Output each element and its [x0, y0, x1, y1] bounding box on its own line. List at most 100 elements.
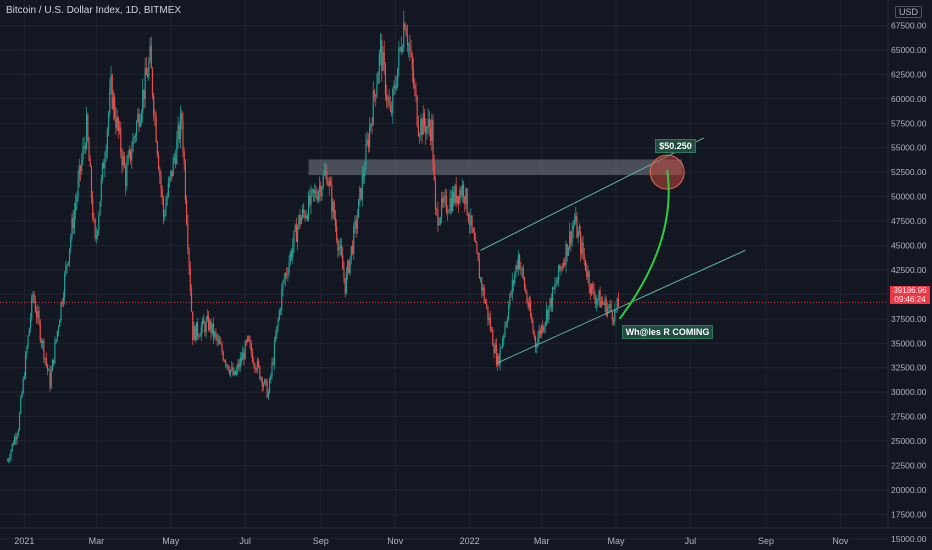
candle-body	[53, 359, 55, 364]
candle-body	[575, 215, 577, 221]
candle-body	[616, 298, 618, 310]
candle-body	[611, 310, 613, 320]
candle-body	[162, 197, 165, 217]
candle-body	[192, 311, 194, 340]
candle-body	[395, 86, 398, 89]
y-tick-label: 32500.00	[891, 363, 927, 373]
candle-body	[486, 303, 488, 307]
candle-body	[215, 331, 217, 336]
candle-body	[31, 296, 33, 318]
y-tick-label: 50000.00	[891, 192, 927, 202]
candle-body	[419, 134, 421, 136]
candle-body	[35, 311, 38, 318]
candle-body	[550, 298, 552, 308]
x-tick-label: Sep	[758, 536, 774, 546]
resistance-zone	[308, 159, 682, 176]
candle-body	[239, 357, 241, 368]
candle-body	[401, 48, 404, 52]
candle-body	[245, 341, 247, 343]
candle-body	[444, 195, 446, 198]
candle-body	[125, 166, 127, 187]
candle-body	[476, 243, 478, 253]
y-tick-label: 47500.00	[891, 216, 927, 226]
candle-body	[55, 339, 57, 343]
candle-body	[222, 352, 224, 361]
candle-body	[382, 52, 384, 71]
candle-body	[466, 188, 468, 215]
candle-body	[425, 126, 427, 135]
candle-body	[129, 149, 132, 161]
candle-body	[337, 240, 339, 251]
currency-label[interactable]: USD	[894, 6, 922, 18]
candle-body	[394, 84, 396, 89]
candle-body	[210, 320, 212, 334]
candle-body	[462, 184, 465, 197]
candle-body	[66, 264, 68, 266]
candle-body	[103, 163, 105, 169]
candle-body	[454, 185, 456, 203]
candle-body	[21, 392, 23, 398]
candle-body	[25, 354, 27, 378]
target-price-label[interactable]: $50.250	[655, 139, 696, 154]
candle-body	[111, 75, 113, 109]
candle-body	[193, 326, 195, 340]
candle-body	[146, 75, 149, 78]
candle-body	[530, 302, 532, 317]
candle-body	[456, 195, 459, 203]
candle-body	[428, 119, 430, 128]
candle-body	[206, 316, 208, 321]
candle-body	[44, 358, 46, 360]
candle-body	[183, 151, 185, 164]
candle-body	[544, 322, 546, 327]
candle-body	[70, 237, 72, 249]
projection-label[interactable]: Wh@les R COMING	[621, 324, 714, 339]
candle-body	[405, 28, 407, 36]
candle-body	[298, 215, 300, 227]
candle-body	[231, 367, 233, 370]
candle-body	[159, 169, 161, 176]
candle-body	[271, 362, 273, 376]
candle-body	[203, 319, 205, 324]
candle-body	[355, 220, 357, 229]
x-tick-label: May	[607, 536, 625, 546]
candle-body	[56, 330, 58, 340]
candle-body	[6, 460, 8, 462]
candle-body	[479, 278, 482, 279]
candle-body	[459, 190, 461, 204]
candle-body	[197, 322, 199, 336]
candle-body	[523, 277, 526, 289]
candle-body	[368, 127, 371, 148]
candle-body	[94, 219, 96, 239]
candle-body	[361, 174, 363, 200]
candle-body	[521, 268, 523, 270]
candle-body	[464, 196, 466, 204]
candle-body	[605, 299, 607, 316]
candle-body	[387, 97, 389, 100]
candle-body	[545, 310, 548, 323]
candle-body	[289, 252, 291, 263]
candle-body	[40, 340, 43, 344]
candle-body	[354, 220, 356, 226]
candle-body	[554, 283, 556, 289]
candle-body	[392, 89, 394, 114]
candle-body	[447, 212, 449, 213]
candle-body	[120, 127, 122, 153]
candle-body	[465, 188, 467, 204]
candle-body	[257, 360, 260, 367]
candle-body	[598, 291, 600, 300]
candle-body	[248, 336, 250, 342]
last-price-value: 39186.96	[893, 286, 927, 295]
candle-body	[397, 67, 399, 87]
candle-body	[553, 287, 555, 289]
candle-body	[600, 301, 602, 308]
candle-body	[325, 171, 327, 174]
candle-body	[294, 225, 296, 231]
candle-body	[536, 346, 538, 348]
y-tick-label: 42500.00	[891, 265, 927, 275]
candle-body	[537, 337, 539, 347]
candle-body	[118, 127, 121, 131]
last-price-badge: 39186.96 09:46:24	[890, 286, 930, 304]
y-tick-label: 27500.00	[891, 412, 927, 422]
